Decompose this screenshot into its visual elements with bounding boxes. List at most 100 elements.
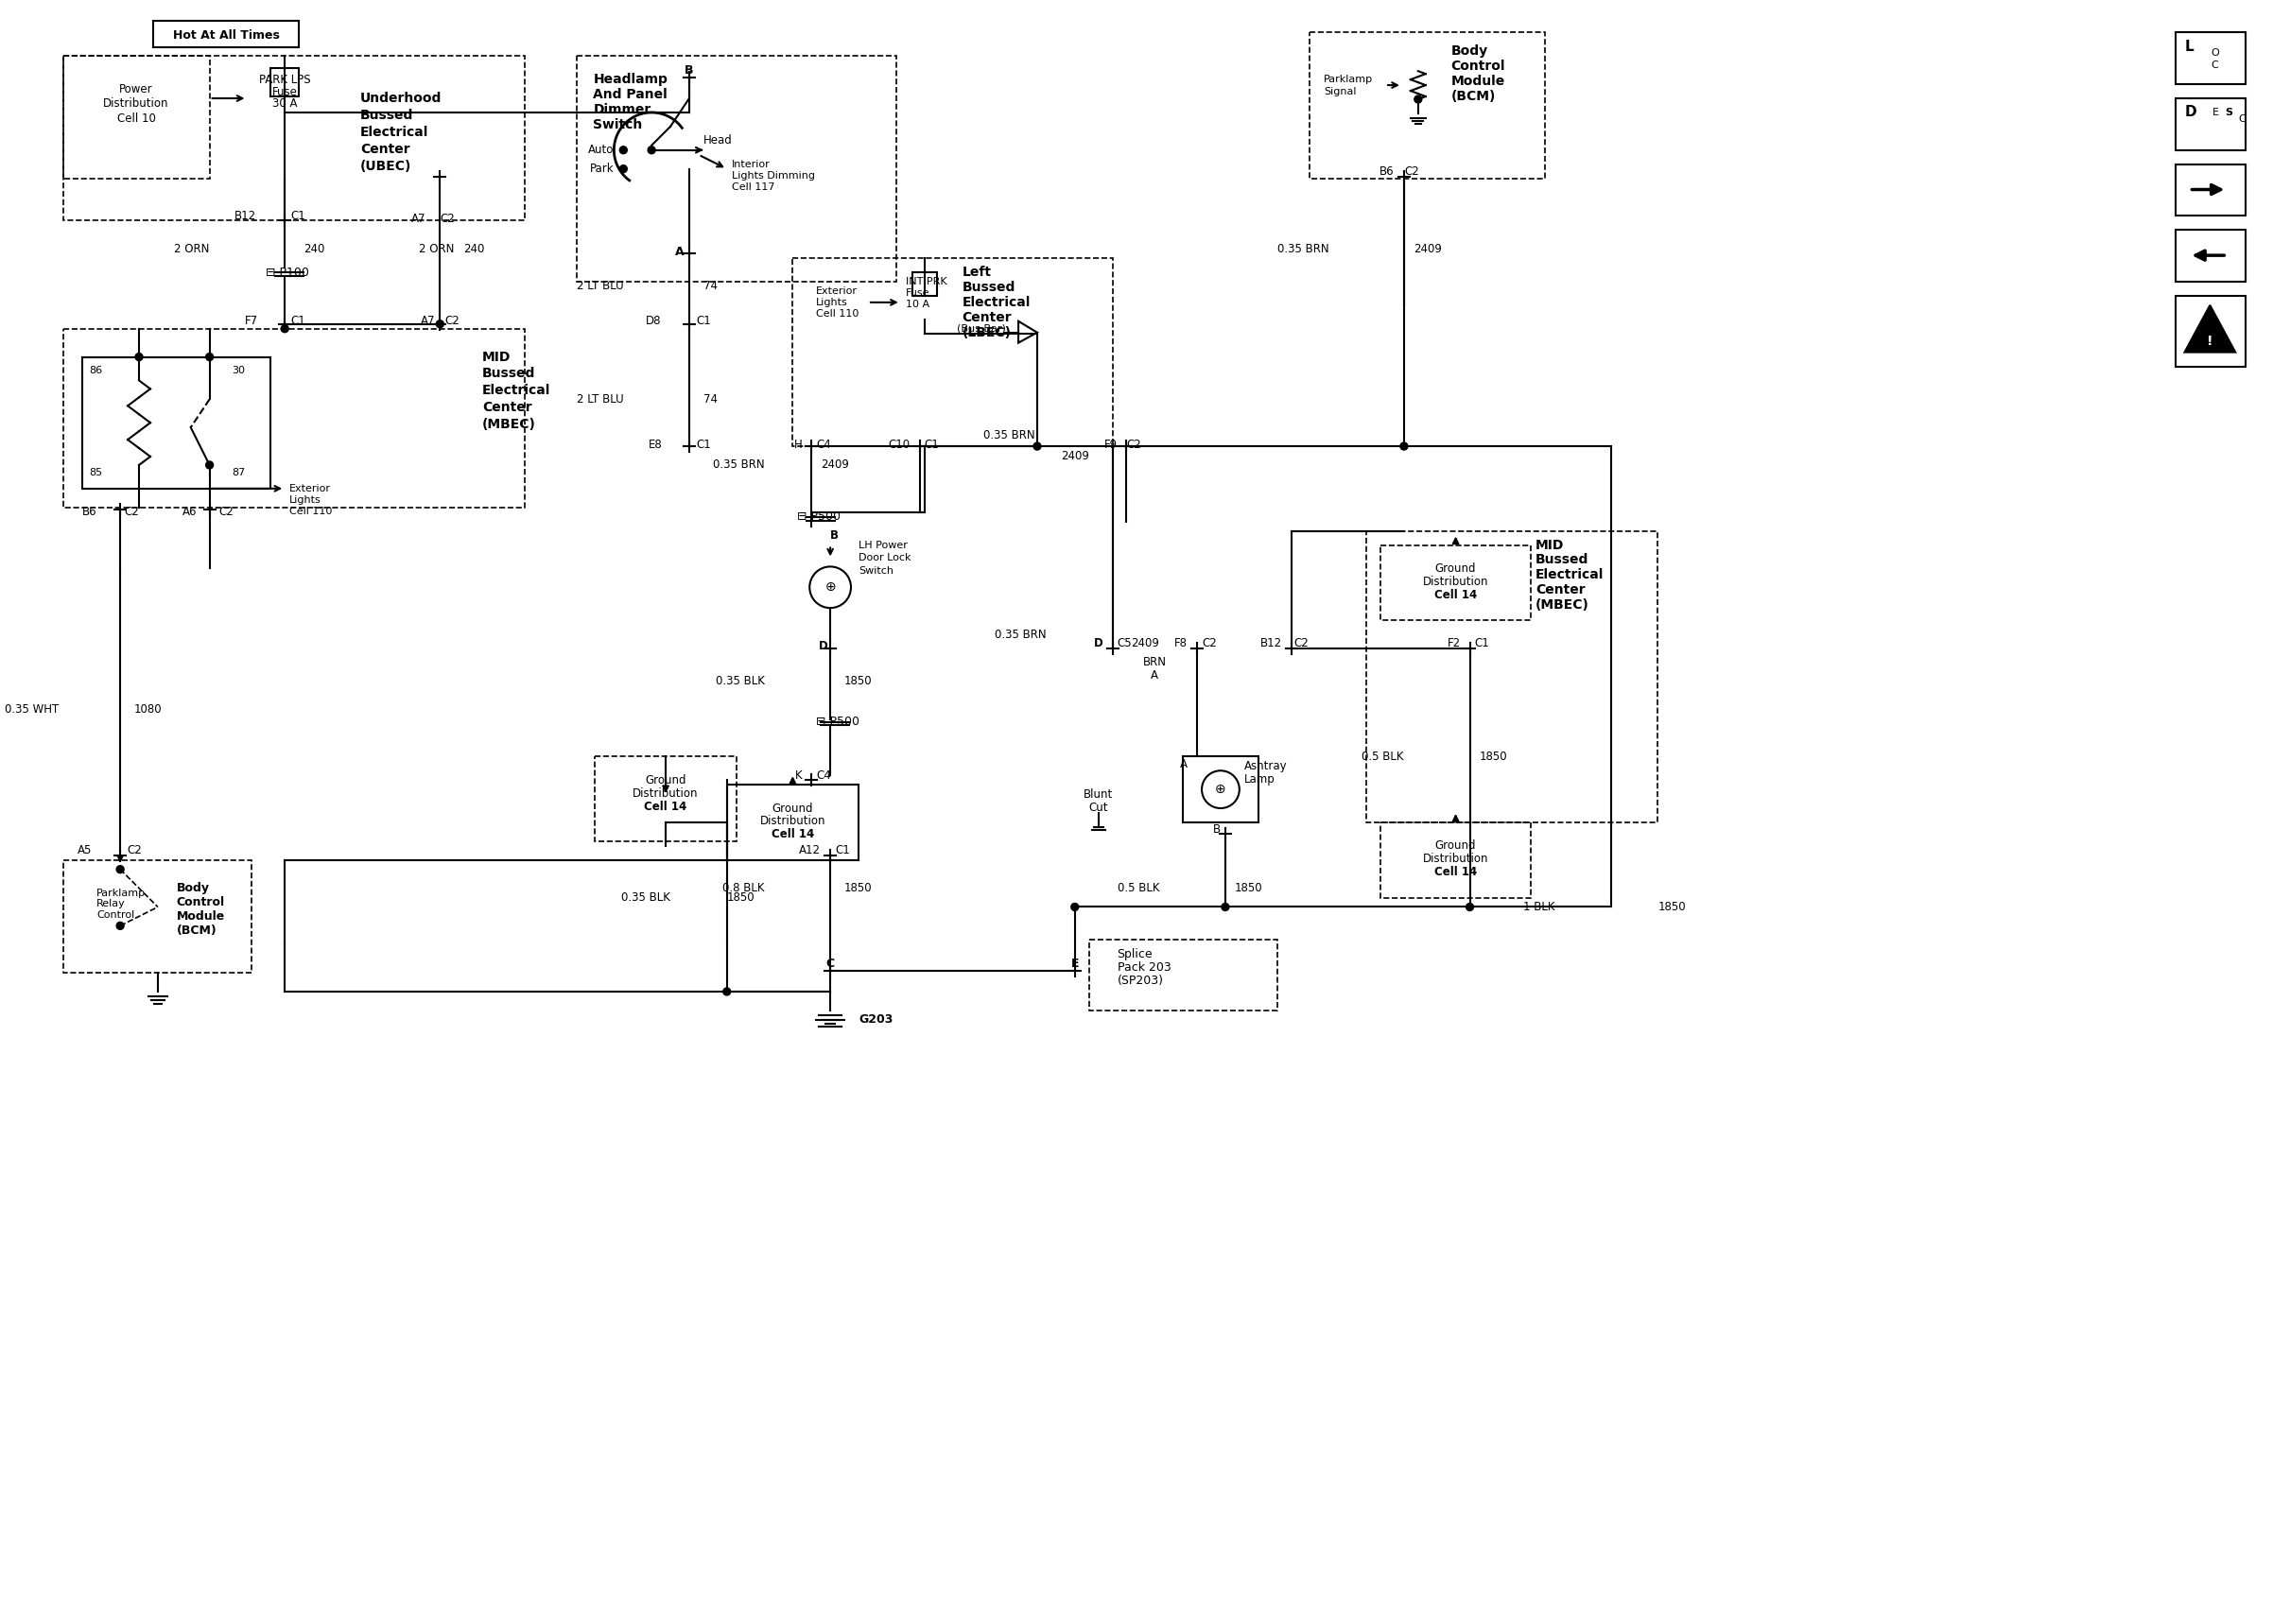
Text: Center: Center (961, 310, 1011, 325)
Text: Ground: Ground (1434, 562, 1475, 575)
Text: Head: Head (702, 135, 732, 146)
Text: Lights Dimming: Lights Dimming (732, 171, 814, 180)
Text: And Panel: And Panel (593, 88, 668, 101)
Text: Center: Center (359, 143, 409, 156)
Circle shape (1071, 903, 1080, 911)
Text: 0.35 WHT: 0.35 WHT (5, 703, 59, 716)
Text: 2409: 2409 (1414, 242, 1441, 255)
Bar (1366, 531, 1657, 822)
Text: D: D (1093, 638, 1102, 650)
Bar (727, 784, 859, 861)
Text: Switch: Switch (859, 567, 893, 577)
Text: 2409: 2409 (821, 460, 850, 471)
Text: Relay: Relay (98, 900, 125, 909)
Text: G203: G203 (859, 1013, 893, 1026)
Text: 0.35 BRN: 0.35 BRN (984, 429, 1034, 442)
Text: 86: 86 (89, 367, 102, 375)
Text: A6: A6 (182, 507, 198, 518)
Bar (1182, 757, 1259, 822)
Text: (MBEC): (MBEC) (1537, 599, 1589, 612)
Text: 2409: 2409 (1061, 450, 1089, 461)
Text: 0.35 BRN: 0.35 BRN (996, 628, 1046, 640)
Text: ⊟ P100: ⊟ P100 (266, 266, 309, 278)
Text: C2: C2 (1202, 638, 1216, 650)
Text: Exterior: Exterior (289, 484, 332, 494)
Text: B6: B6 (82, 507, 98, 518)
Text: 240: 240 (305, 242, 325, 255)
Circle shape (136, 352, 143, 361)
Text: Distribution: Distribution (1423, 853, 1489, 866)
Text: 10 A: 10 A (905, 299, 930, 309)
Text: C: C (2212, 60, 2218, 70)
Text: 30: 30 (232, 367, 245, 375)
Text: Cell 14: Cell 14 (1434, 866, 1477, 879)
Text: A5: A5 (77, 844, 91, 857)
Bar (2175, 164, 2246, 216)
Bar (1089, 940, 1277, 1010)
Text: C2: C2 (218, 507, 234, 518)
Bar (596, 757, 736, 841)
Text: C1: C1 (696, 315, 711, 328)
Text: O: O (2212, 49, 2218, 58)
Text: 2 LT BLU: 2 LT BLU (577, 281, 623, 292)
Text: A: A (1180, 758, 1189, 770)
Circle shape (116, 866, 125, 874)
Text: Dimmer: Dimmer (593, 102, 650, 117)
Circle shape (282, 325, 289, 333)
Bar (911, 273, 936, 296)
Circle shape (1221, 903, 1230, 911)
Text: Module: Module (1450, 75, 1505, 88)
Text: Interior: Interior (732, 159, 771, 169)
Text: 0.35 BRN: 0.35 BRN (1277, 242, 1330, 255)
Text: (BCM): (BCM) (1450, 89, 1496, 102)
Text: C2: C2 (127, 844, 141, 857)
Text: Module: Module (177, 909, 225, 922)
Text: 1850: 1850 (1480, 750, 1507, 763)
Text: 1850: 1850 (843, 882, 873, 895)
Text: D8: D8 (646, 315, 661, 328)
Text: C1: C1 (291, 315, 305, 328)
Text: Center: Center (1537, 583, 1584, 596)
Bar (1380, 822, 1532, 898)
Circle shape (207, 352, 214, 361)
Text: Distribution: Distribution (1423, 575, 1489, 588)
Text: C: C (2239, 114, 2246, 123)
Circle shape (436, 320, 443, 328)
Text: C2: C2 (1405, 166, 1418, 177)
Text: Parklamp: Parklamp (1325, 75, 1373, 84)
Text: B: B (1214, 823, 1221, 836)
Text: !: ! (2207, 335, 2214, 348)
Text: (Bus Bar): (Bus Bar) (957, 323, 1007, 333)
Text: Center: Center (482, 401, 532, 414)
Text: (SP203): (SP203) (1116, 974, 1164, 986)
Text: C1: C1 (1475, 638, 1489, 650)
Text: Blunt: Blunt (1084, 788, 1114, 801)
Text: 87: 87 (232, 468, 245, 477)
Text: B: B (684, 63, 693, 76)
Text: 1850: 1850 (1234, 882, 1264, 895)
Text: Power: Power (120, 83, 152, 96)
Text: 0.35 BLK: 0.35 BLK (621, 892, 671, 903)
Text: Cell 110: Cell 110 (816, 309, 859, 318)
Text: (UBEC): (UBEC) (359, 159, 411, 172)
Text: H: H (793, 438, 802, 450)
Circle shape (621, 166, 627, 172)
Text: C1: C1 (291, 209, 305, 222)
Text: ⊟ P500: ⊟ P500 (798, 510, 841, 523)
Text: C5: C5 (1116, 638, 1132, 650)
Text: Distribution: Distribution (632, 788, 698, 799)
Text: D: D (818, 640, 827, 653)
Text: Door Lock: Door Lock (859, 554, 911, 564)
Text: Distribution: Distribution (759, 815, 825, 828)
Text: Parklamp: Parklamp (98, 888, 145, 898)
Bar (577, 55, 896, 281)
Text: Lights: Lights (816, 297, 848, 307)
Text: A12: A12 (800, 844, 821, 857)
Text: C1: C1 (696, 438, 711, 450)
Text: Electrical: Electrical (359, 125, 430, 138)
Text: E: E (1071, 957, 1080, 970)
Text: A7: A7 (421, 315, 434, 328)
Text: 2 ORN: 2 ORN (175, 242, 209, 255)
Text: C2: C2 (1293, 638, 1309, 650)
Bar (64, 55, 209, 179)
